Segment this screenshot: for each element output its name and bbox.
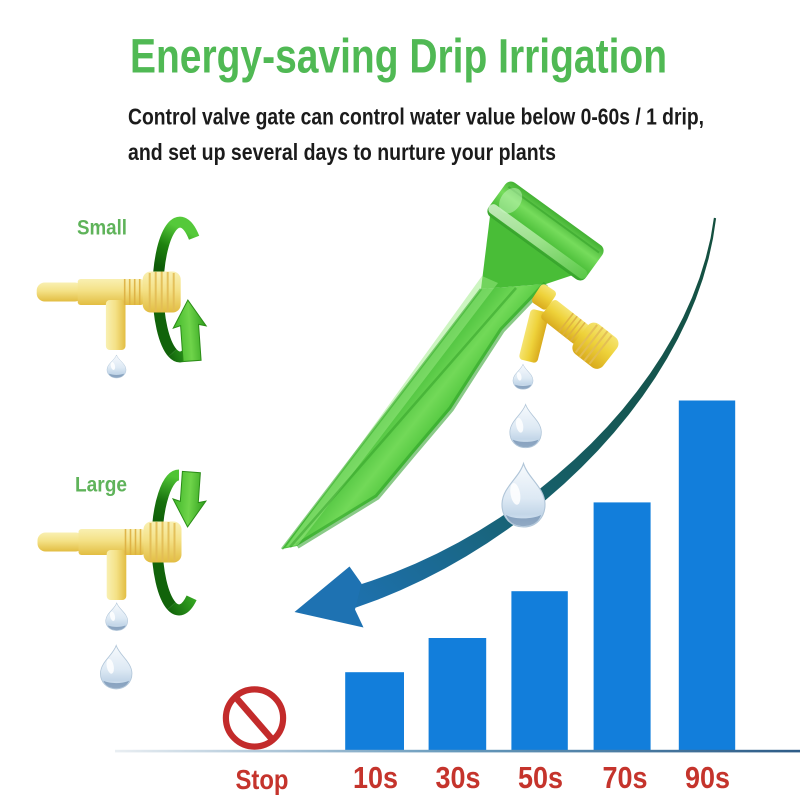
svg-text:10s: 10s — [353, 761, 398, 795]
svg-text:70s: 70s — [603, 761, 648, 795]
svg-text:50s: 50s — [518, 761, 563, 795]
svg-text:Control valve gate can control: Control valve gate can control water val… — [128, 104, 704, 130]
svg-text:and set up several days to nur: and set up several days to nurture your … — [128, 139, 556, 165]
svg-text:90s: 90s — [685, 761, 730, 795]
svg-text:Small: Small — [77, 216, 127, 240]
svg-text:30s: 30s — [436, 761, 481, 795]
svg-text:Stop: Stop — [236, 764, 289, 795]
svg-text:Energy-saving Drip Irrigation: Energy-saving Drip Irrigation — [130, 31, 667, 84]
svg-text:Large: Large — [75, 473, 127, 497]
